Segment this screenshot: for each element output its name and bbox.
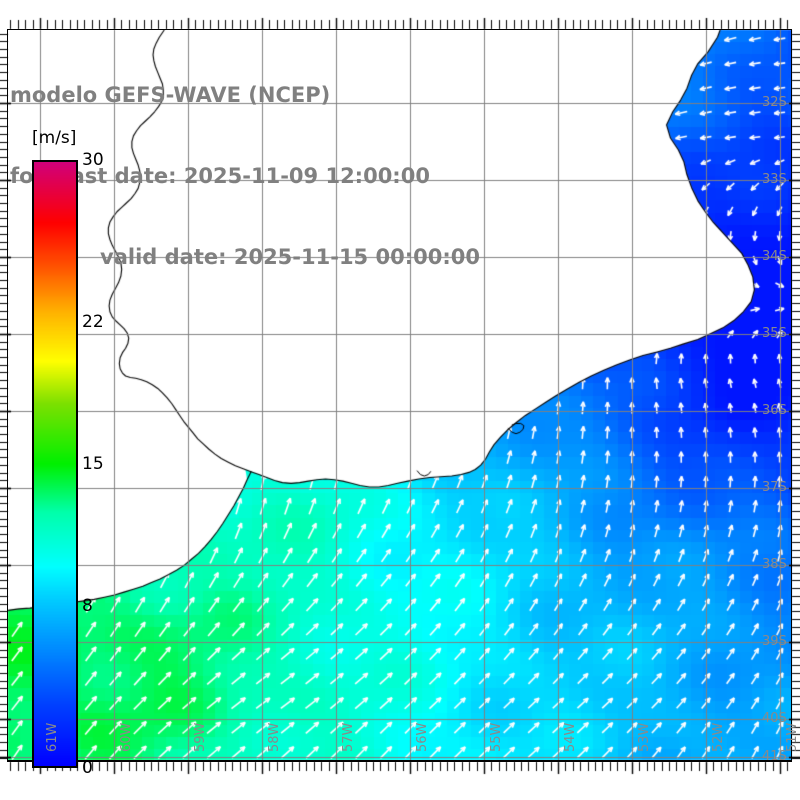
frame-left-border (7, 29, 8, 762)
lon-label-52W: 52W (711, 722, 726, 752)
lat-label-36S: 36S (762, 403, 787, 418)
lon-label-58W: 58W (267, 722, 282, 752)
colorbar-tick-0: 0 (82, 758, 93, 778)
lat-label-37S: 37S (762, 480, 787, 495)
colorbar-scale (32, 160, 78, 768)
frame-top-border (8, 29, 792, 30)
lon-label-59W: 59W (193, 722, 208, 752)
lat-label-33S: 33S (762, 172, 787, 187)
lon-label-60W: 60W (119, 722, 134, 752)
lon-label-51W: 51W (785, 722, 800, 752)
lat-label-40S: 40S (762, 711, 787, 726)
lat-label-35S: 35S (762, 326, 787, 341)
lon-label-55W: 55W (489, 722, 504, 752)
colorbar-gradient (34, 162, 76, 766)
lat-label-32S: 32S (762, 95, 787, 110)
colorbar-tick-8: 8 (82, 595, 93, 616)
lon-label-61W: 61W (45, 722, 60, 752)
lat-label-34S: 34S (762, 249, 787, 264)
frame-right-border (791, 29, 792, 762)
lon-label-54W: 54W (563, 722, 578, 752)
colorbar-units-label: [m/s] (32, 128, 77, 148)
lon-label-57W: 57W (341, 722, 356, 752)
lat-label-39S: 39S (762, 634, 787, 649)
colorbar-tick-22: 22 (82, 312, 104, 333)
colorbar-tick-30: 30 (82, 150, 104, 170)
lon-label-56W: 56W (415, 722, 430, 752)
frame-bottom-border (8, 760, 792, 762)
lat-label-41S: 41S (762, 749, 787, 764)
colorbar-tick-15: 15 (82, 454, 104, 474)
lat-label-38S: 38S (762, 557, 787, 572)
lon-label-53W: 53W (637, 722, 652, 752)
